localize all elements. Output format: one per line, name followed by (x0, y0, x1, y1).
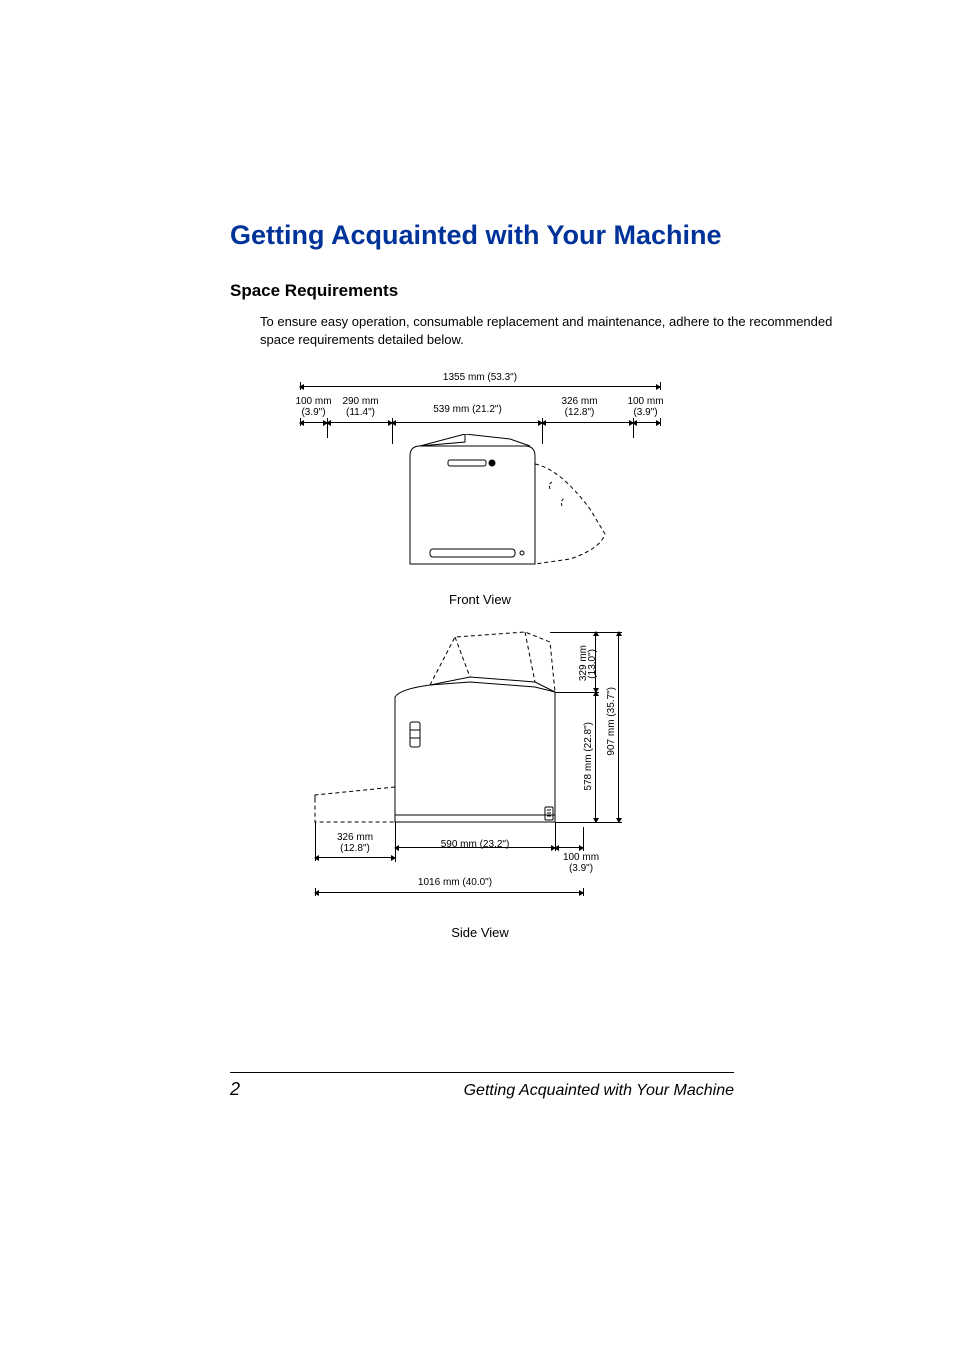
tick (633, 418, 634, 426)
tick (660, 382, 661, 390)
arrow-seg4 (542, 422, 633, 423)
front-view-diagram: 1355 mm (53.3") 100 mm(3.9") 290 mm(11.4… (300, 374, 660, 607)
arrow-side-seg1 (315, 857, 395, 858)
dim-tray: 290 mm(11.4") (333, 396, 388, 418)
guide (555, 822, 556, 849)
guide (315, 822, 316, 855)
guide (555, 822, 620, 823)
guide (555, 692, 595, 693)
guide (395, 822, 396, 862)
dim-right-margin: 100 mm(3.9") (618, 396, 673, 418)
arrow-side-seg3 (555, 847, 583, 848)
dim-total-width: 1355 mm (53.3") (300, 372, 660, 383)
dim-side-total: 1016 mm (40.0") (380, 877, 530, 888)
tick (614, 632, 622, 633)
arrow-seg5 (633, 422, 660, 423)
tick (542, 418, 543, 426)
arrow-total-h (618, 632, 619, 822)
tick (315, 888, 316, 896)
tick (583, 888, 584, 896)
dim-total-h: 907 mm (35.7") (606, 687, 617, 756)
tick (327, 418, 328, 426)
page-number: 2 (230, 1079, 240, 1100)
dim-rear-margin: 100 mm(3.9") (556, 852, 606, 874)
dim-door: 326 mm(12.8") (552, 396, 607, 418)
front-caption: Front View (300, 592, 660, 607)
dim-side-body: 590 mm (23.2") (415, 839, 535, 850)
dim-top-h-in: (13.0") (587, 649, 598, 679)
tick (392, 418, 393, 426)
arrow-seg2 (327, 422, 392, 423)
guide (550, 632, 615, 633)
page-footer: 2 Getting Acquainted with Your Machine (230, 1072, 734, 1100)
side-view-diagram: 329 mm (13.0") 578 mm (22.8") 907 mm (35… (300, 627, 660, 940)
arrow-seg1 (300, 422, 327, 423)
tick (300, 418, 301, 426)
section-title: Space Requirements (230, 281, 834, 301)
dim-front-door: 326 mm(12.8") (320, 832, 390, 854)
arrow-side-seg2 (395, 847, 555, 848)
guide (583, 827, 584, 849)
body-paragraph: To ensure easy operation, consumable rep… (260, 313, 834, 349)
tick (660, 418, 661, 426)
dim-machine-h: 578 mm (22.8") (583, 722, 594, 791)
side-caption: Side View (300, 925, 660, 940)
tick (300, 382, 301, 390)
footer-title: Getting Acquainted with Your Machine (464, 1082, 734, 1100)
arrow-machine-h (595, 692, 596, 822)
printer-side-svg (300, 627, 620, 837)
page-title: Getting Acquainted with Your Machine (230, 220, 834, 251)
footer-rule (230, 1072, 734, 1073)
dim-body: 539 mm (21.2") (405, 404, 530, 415)
arrow-seg3 (392, 422, 542, 423)
arrow-side-total (315, 892, 583, 893)
arrow-total (300, 386, 660, 387)
printer-front-svg (300, 434, 660, 584)
